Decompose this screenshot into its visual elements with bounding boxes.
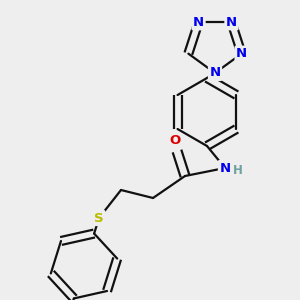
Text: N: N	[209, 67, 220, 80]
Text: N: N	[236, 47, 247, 60]
Text: S: S	[94, 212, 104, 224]
Text: N: N	[219, 161, 231, 175]
Text: H: H	[233, 164, 243, 178]
Text: O: O	[169, 134, 181, 148]
Text: N: N	[226, 16, 237, 29]
Text: N: N	[193, 16, 204, 29]
